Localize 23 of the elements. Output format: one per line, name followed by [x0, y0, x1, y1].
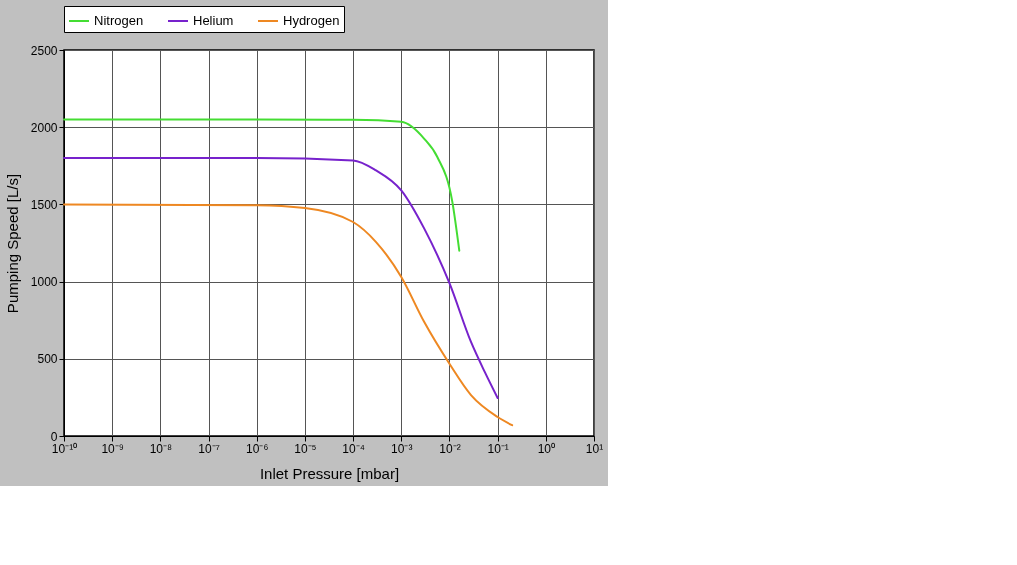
x-tick-label: 10⁰: [537, 441, 555, 456]
legend-label: Helium: [193, 13, 234, 28]
x-tick-label: 10⁻¹: [487, 441, 509, 456]
y-axis-title: Pumping Speed [L/s]: [3, 173, 21, 314]
y-tick-label: 2500: [30, 43, 58, 58]
y-tick-label: 500: [37, 352, 58, 367]
x-tick-label: 10⁻²: [439, 441, 461, 456]
legend-label: Hydrogen: [283, 13, 340, 28]
y-tick-label: 0: [50, 429, 58, 444]
x-tick-label: 10¹: [585, 441, 604, 456]
x-tick-label: 10⁻¹⁰: [51, 441, 78, 456]
x-tick-label: 10⁻⁴: [342, 441, 365, 456]
x-tick-label: 10⁻⁷: [198, 441, 220, 456]
x-axis-title: Inlet Pressure [mbar]: [259, 464, 400, 482]
x-tick-label: 10⁻⁸: [149, 441, 173, 456]
x-tick-label: 10⁻⁹: [101, 441, 124, 456]
legend-label: Nitrogen: [94, 13, 144, 28]
x-tick-label: 10⁻⁵: [294, 441, 317, 456]
y-tick-label: 2000: [30, 120, 58, 135]
x-tick-label: 10⁻³: [391, 441, 413, 456]
x-tick-label: 10⁻⁶: [246, 441, 269, 456]
y-tick-label: 1000: [30, 275, 58, 290]
y-tick-label: 1500: [30, 197, 58, 212]
